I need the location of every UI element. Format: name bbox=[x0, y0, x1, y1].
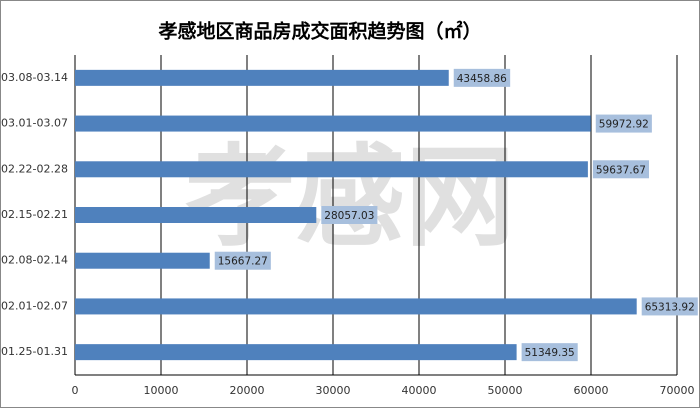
value-label: 65313.92 bbox=[645, 301, 695, 313]
value-label: 51349.35 bbox=[525, 347, 575, 359]
y-tick-label: 02.08-02.14 bbox=[1, 254, 68, 267]
bar bbox=[75, 161, 588, 178]
value-label-box bbox=[595, 114, 652, 133]
bar bbox=[75, 115, 591, 132]
value-label-box bbox=[592, 160, 649, 179]
value-label-box bbox=[214, 251, 271, 270]
value-label: 28057.03 bbox=[324, 210, 374, 222]
x-tick-label: 10000 bbox=[144, 384, 179, 397]
x-tick-label: 70000 bbox=[660, 384, 695, 397]
x-tick-label: 30000 bbox=[316, 384, 351, 397]
value-label-box bbox=[641, 297, 698, 316]
y-tick-label: 02.15-02.21 bbox=[1, 208, 68, 221]
y-tick-label: 03.01-03.07 bbox=[1, 117, 68, 130]
bar bbox=[75, 69, 449, 86]
bar bbox=[75, 344, 517, 361]
x-tick-label: 50000 bbox=[488, 384, 523, 397]
y-tick-label: 01.25-01.31 bbox=[1, 345, 68, 358]
value-label: 59637.67 bbox=[596, 164, 646, 176]
chart-title: 孝感地区商品房成交面积趋势图（㎡） bbox=[158, 20, 481, 43]
watermark: 孝感网 bbox=[185, 133, 515, 261]
x-tick-label: 40000 bbox=[402, 384, 437, 397]
bar bbox=[75, 298, 637, 315]
value-label-box bbox=[453, 68, 511, 87]
value-label: 59972.92 bbox=[599, 119, 649, 131]
value-label-box bbox=[521, 343, 578, 362]
value-label: 43458.86 bbox=[457, 73, 507, 85]
bar bbox=[75, 252, 210, 269]
value-label-box bbox=[321, 206, 378, 224]
value-label: 15667.27 bbox=[218, 256, 268, 268]
x-tick-label: 0 bbox=[72, 384, 79, 397]
x-tick-label: 60000 bbox=[574, 384, 609, 397]
y-tick-label: 03.08-03.14 bbox=[1, 71, 68, 84]
bar bbox=[75, 207, 317, 223]
y-tick-label: 02.01-02.07 bbox=[1, 299, 68, 312]
y-tick-label: 02.22-02.28 bbox=[1, 162, 68, 175]
x-tick-label: 20000 bbox=[230, 384, 265, 397]
